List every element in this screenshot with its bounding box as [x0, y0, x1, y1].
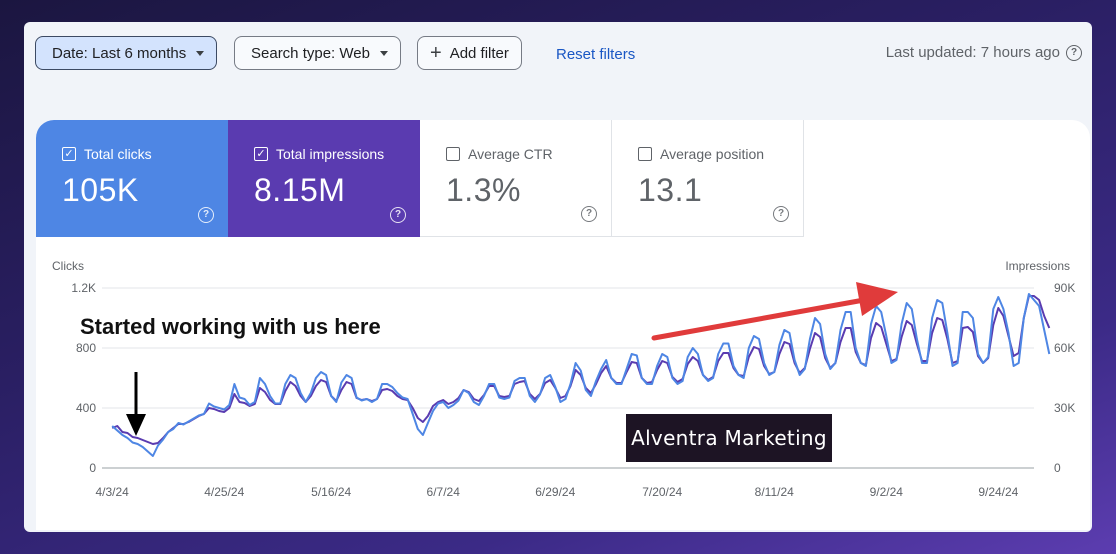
help-icon[interactable]: ?: [198, 207, 214, 223]
search-type-filter-label: Search type: Web: [251, 44, 370, 62]
x-axis-ticks: 4/3/24 4/25/24 5/16/24 6/7/24 6/29/24 7/20/24…: [95, 485, 1018, 499]
left-axis-ticks: 0 400 800 1.2K: [71, 281, 96, 475]
metric-label-row: Average CTR: [446, 146, 611, 162]
help-icon[interactable]: ?: [390, 207, 406, 223]
right-axis-title: Impressions: [1005, 259, 1070, 273]
metric-label: Average position: [660, 146, 765, 162]
metric-value: 8.15M: [254, 172, 346, 208]
down-arrow-icon: [126, 372, 146, 436]
right-tick-label: 30K: [1054, 401, 1075, 415]
metric-label: Total impressions: [276, 146, 385, 162]
caret-down-icon: [379, 50, 388, 56]
last-updated: Last updated: 7 hours ago ?: [886, 44, 1082, 61]
filter-toolbar: Date: Last 6 months Search type: Web + A…: [24, 22, 1092, 92]
metric-value: 13.1: [638, 172, 703, 208]
caret-down-icon: [196, 50, 205, 56]
series-lines: [111, 293, 1051, 457]
x-tick-label: 8/11/24: [755, 485, 794, 499]
annotation-text: Started working with us here: [80, 314, 381, 339]
help-icon[interactable]: ?: [1066, 44, 1082, 61]
x-tick-label: 6/7/24: [427, 485, 461, 499]
x-tick-label: 9/2/24: [870, 485, 904, 499]
series-line-impressions: [111, 295, 1051, 445]
last-updated-text: Last updated: 7 hours ago: [885, 44, 1060, 61]
plus-icon: +: [430, 42, 442, 64]
metric-total-impressions[interactable]: ✓ Total impressions 8.15M ?: [228, 120, 420, 237]
x-tick-label: 7/20/24: [642, 485, 682, 499]
reset-filters-link[interactable]: Reset filters: [556, 46, 636, 63]
trend-arrow-icon: [651, 282, 898, 341]
metric-value: 1.3%: [446, 172, 521, 208]
x-tick-label: 9/24/24: [978, 485, 1018, 499]
help-icon[interactable]: ?: [773, 206, 789, 222]
performance-chart: Clicks Impressions 0 400 800 1.2K 0 30K 60K 90…: [36, 250, 1090, 530]
checkbox-unchecked-icon[interactable]: [638, 147, 652, 161]
left-tick-label: 0: [89, 461, 96, 475]
help-icon[interactable]: ?: [581, 206, 597, 222]
right-tick-label: 90K: [1054, 281, 1075, 295]
chart-svg: Clicks Impressions 0 400 800 1.2K 0 30K 60K 90…: [52, 259, 1075, 499]
x-tick-label: 4/25/24: [204, 485, 244, 499]
metric-average-position[interactable]: Average position 13.1 ?: [612, 120, 804, 237]
metric-label-row: ✓ Total impressions: [254, 146, 420, 162]
series-line-clicks: [111, 293, 1051, 457]
checkbox-unchecked-icon[interactable]: [446, 147, 460, 161]
metric-label-row: Average position: [638, 146, 803, 162]
metric-label: Total clicks: [84, 146, 152, 162]
performance-card: ✓ Total clicks 105K ? ✓ Total impression…: [36, 120, 1090, 530]
add-filter-button[interactable]: + Add filter: [417, 36, 522, 70]
metric-total-clicks[interactable]: ✓ Total clicks 105K ?: [36, 120, 228, 237]
watermark-logo: Alventra Marketing: [626, 414, 832, 462]
left-tick-label: 800: [76, 341, 96, 355]
metric-label-row: ✓ Total clicks: [62, 146, 228, 162]
x-tick-label: 5/16/24: [311, 485, 351, 499]
right-axis-ticks: 0 30K 60K 90K: [1054, 281, 1075, 475]
x-tick-label: 6/29/24: [535, 485, 575, 499]
checkbox-checked-icon[interactable]: ✓: [62, 147, 76, 161]
search-type-filter-chip[interactable]: Search type: Web: [234, 36, 401, 70]
checkbox-checked-icon[interactable]: ✓: [254, 147, 268, 161]
search-console-performance: Date: Last 6 months Search type: Web + A…: [24, 22, 1092, 532]
x-tick-label: 4/3/24: [95, 485, 129, 499]
left-tick-label: 1.2K: [71, 281, 96, 295]
metric-label: Average CTR: [468, 146, 553, 162]
right-tick-label: 60K: [1054, 341, 1075, 355]
add-filter-label: Add filter: [449, 44, 509, 62]
right-tick-label: 0: [1054, 461, 1061, 475]
date-filter-chip[interactable]: Date: Last 6 months: [35, 36, 218, 70]
date-filter-label: Date: Last 6 months: [52, 44, 187, 62]
metric-average-ctr[interactable]: Average CTR 1.3% ?: [420, 120, 612, 237]
metric-tabs: ✓ Total clicks 105K ? ✓ Total impression…: [36, 120, 804, 237]
metric-value: 105K: [62, 172, 139, 208]
left-tick-label: 400: [76, 401, 96, 415]
left-axis-title: Clicks: [52, 259, 84, 273]
